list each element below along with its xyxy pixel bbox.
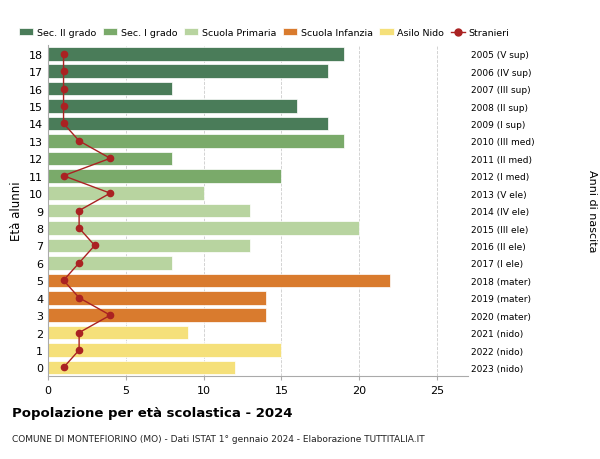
Bar xyxy=(48,48,344,62)
Bar xyxy=(48,83,172,96)
Bar xyxy=(48,361,235,375)
Bar xyxy=(48,100,297,113)
Text: COMUNE DI MONTEFIORINO (MO) - Dati ISTAT 1° gennaio 2024 - Elaborazione TUTTITAL: COMUNE DI MONTEFIORINO (MO) - Dati ISTAT… xyxy=(12,434,425,443)
Bar xyxy=(48,135,344,148)
Bar xyxy=(48,204,250,218)
Bar xyxy=(48,274,390,287)
Bar xyxy=(48,118,328,131)
Bar xyxy=(48,152,172,166)
Bar xyxy=(48,65,328,79)
Bar xyxy=(48,326,188,340)
Bar xyxy=(48,343,281,357)
Bar xyxy=(48,222,359,235)
Bar xyxy=(48,291,266,305)
Bar xyxy=(48,309,266,322)
Bar xyxy=(48,239,250,253)
Text: Anni di nascita: Anni di nascita xyxy=(587,170,597,252)
Y-axis label: Età alunni: Età alunni xyxy=(10,181,23,241)
Bar xyxy=(48,257,172,270)
Bar xyxy=(48,187,203,201)
Legend: Sec. II grado, Sec. I grado, Scuola Primaria, Scuola Infanzia, Asilo Nido, Stran: Sec. II grado, Sec. I grado, Scuola Prim… xyxy=(19,29,509,38)
Bar xyxy=(48,169,281,183)
Text: Popolazione per età scolastica - 2024: Popolazione per età scolastica - 2024 xyxy=(12,406,293,419)
